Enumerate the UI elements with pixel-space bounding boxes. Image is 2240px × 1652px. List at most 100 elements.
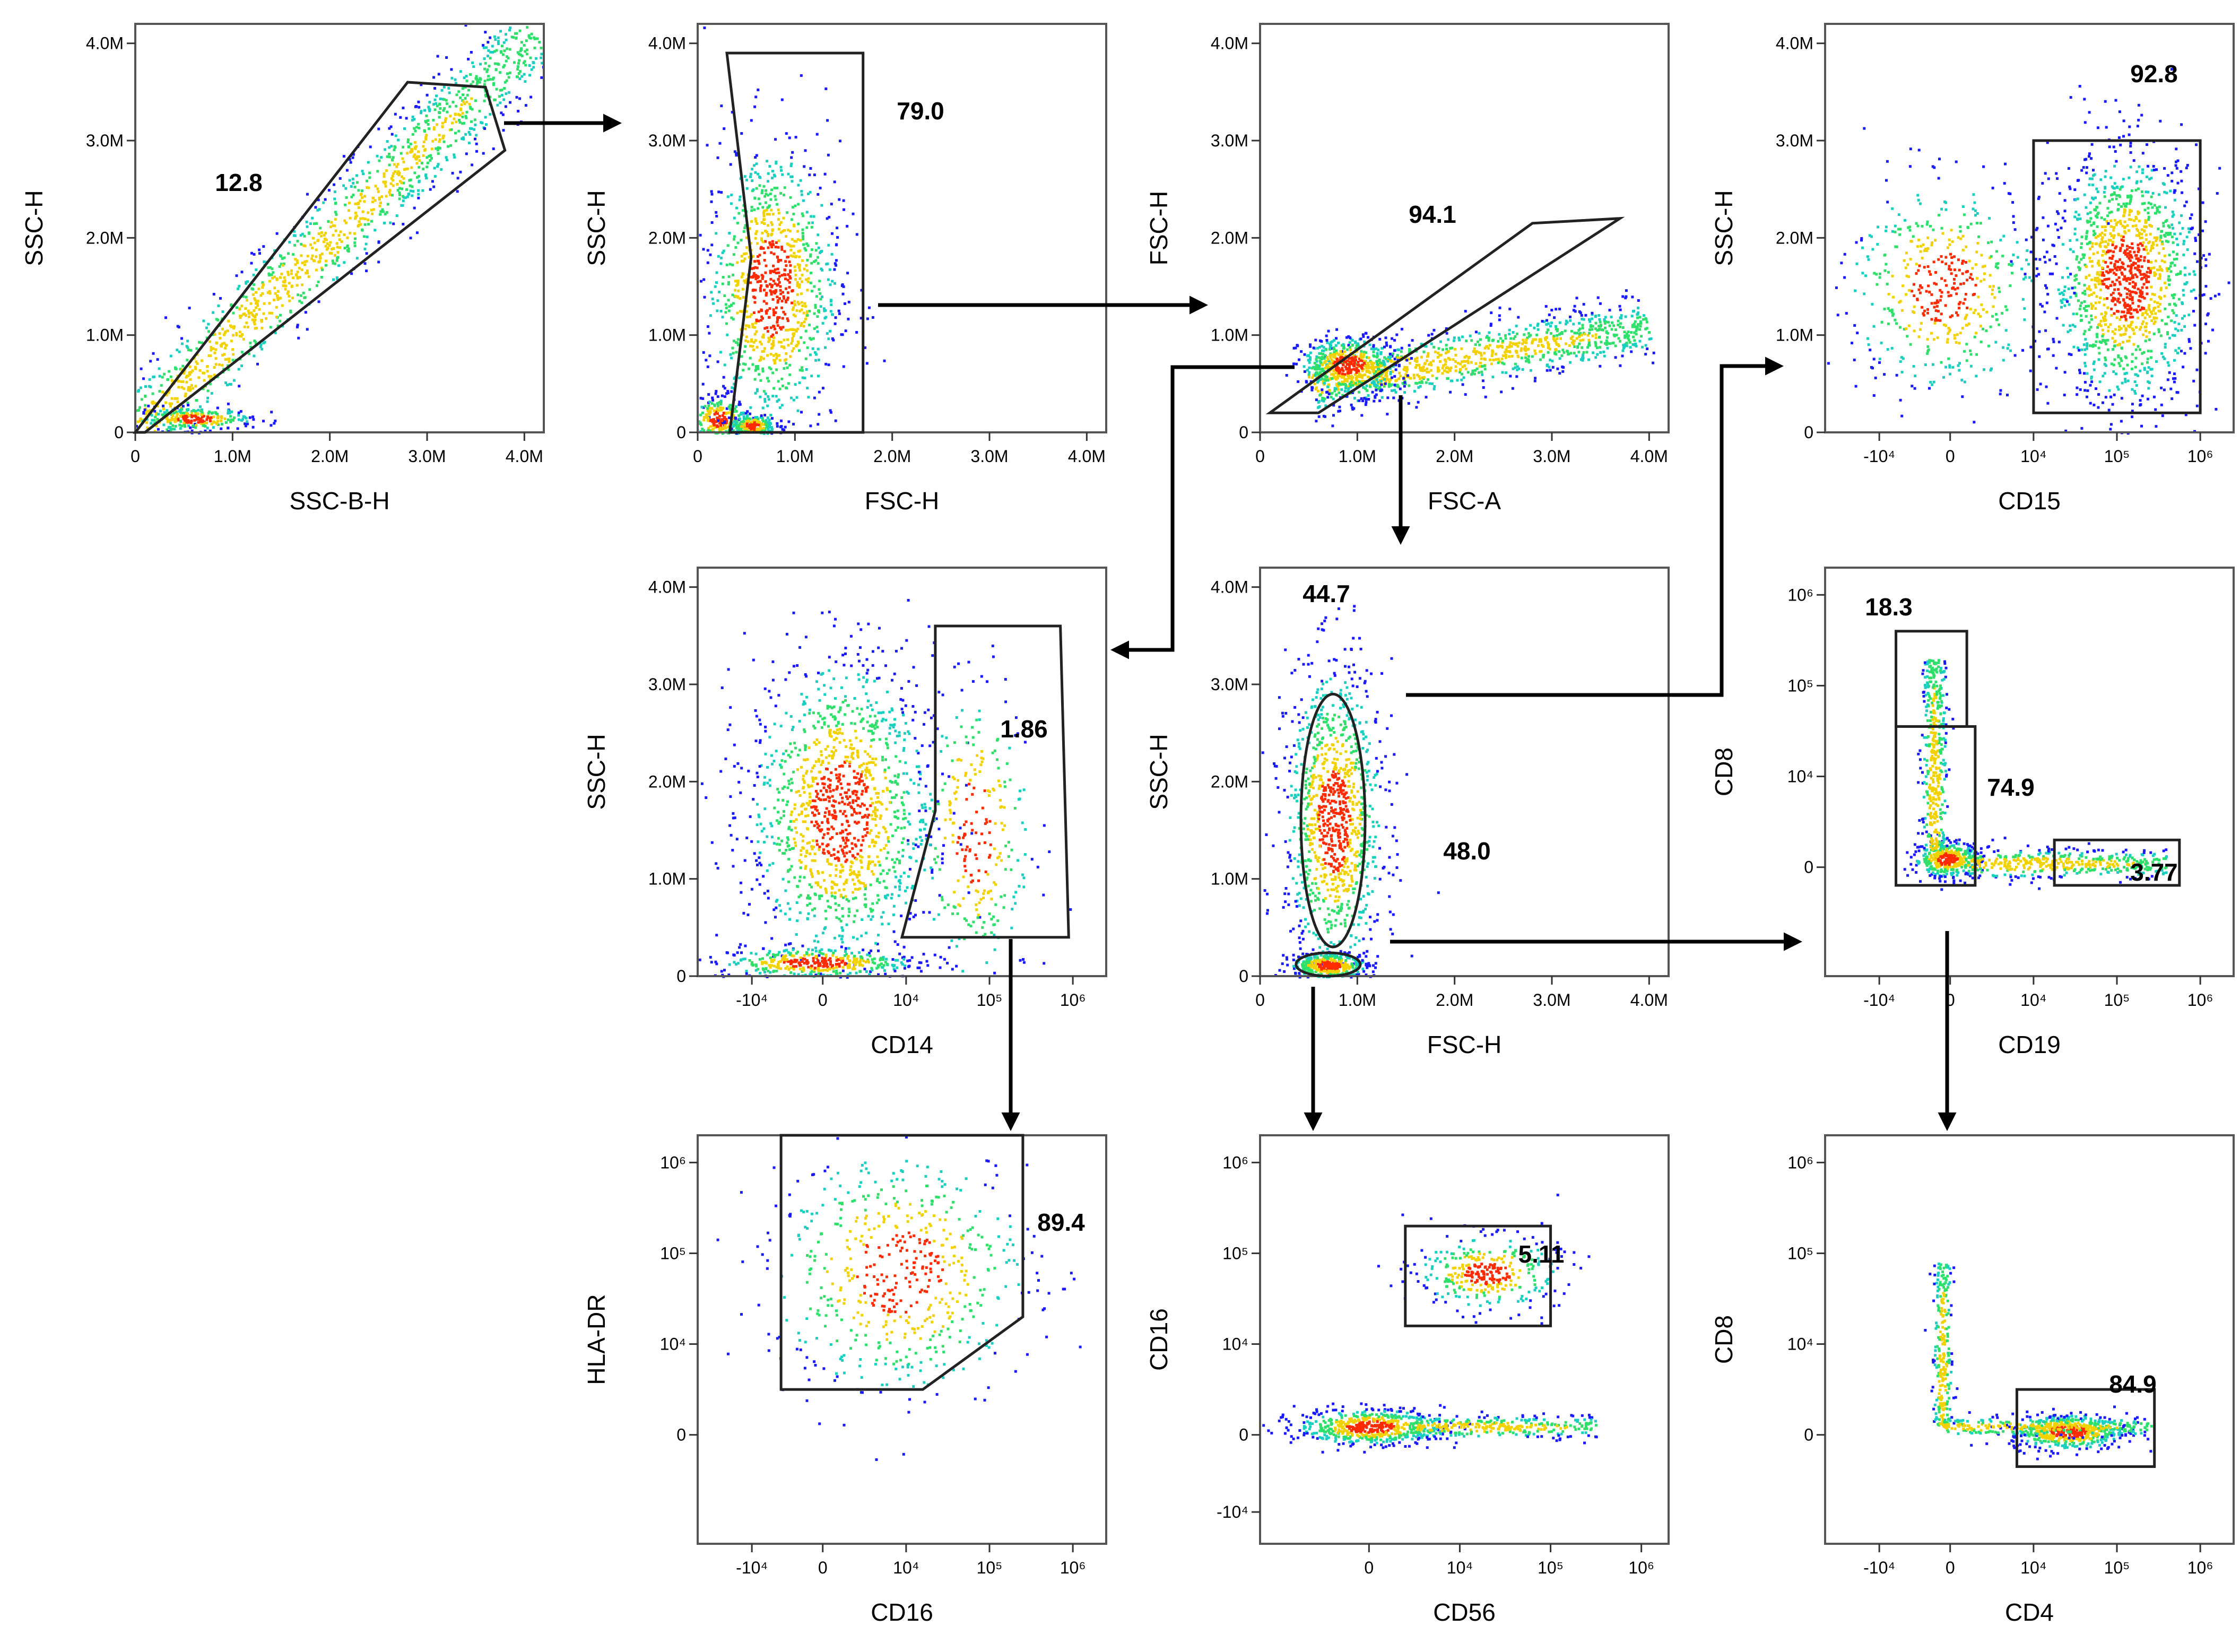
event-dot [1478,351,1481,354]
gate[interactable] [1265,216,1625,414]
event-dot [2173,359,2176,362]
event-dot [2128,213,2131,216]
event-dot [284,288,287,291]
event-dot [1343,383,1347,386]
event-dot [1338,405,1341,408]
event-dot [750,119,753,122]
event-dot [727,283,730,285]
event-dot [1587,358,1590,361]
event-dot [767,180,769,183]
event-dot [175,420,178,423]
event-dot [2112,226,2115,229]
event-dot [402,177,405,180]
event-dot [138,420,141,423]
event-dot [1307,373,1310,377]
event-dot [1384,382,1387,385]
event-dot [253,340,256,342]
event-dot [352,194,355,197]
event-dot [223,333,225,336]
event-dot [1621,349,1625,352]
event-dot [2188,340,2191,343]
gate[interactable] [132,81,507,434]
event-dot [2149,356,2152,359]
event-dot [323,234,326,237]
event-dot [1529,324,1532,327]
event-dot [728,416,731,419]
event-dot [744,422,746,425]
event-dot [2092,253,2095,255]
event-dot [2101,282,2104,285]
event-dot [2124,304,2128,307]
event-dot [744,327,747,331]
event-dot [468,102,471,106]
event-dot [2095,295,2098,298]
event-dot [1560,354,1564,357]
event-dot [296,324,299,327]
event-dot [173,397,177,400]
event-dot [2088,247,2091,250]
gate[interactable] [725,51,865,434]
event-dot [1514,350,1517,353]
event-dot [213,333,216,336]
event-dot [717,255,720,258]
event-dot [775,306,778,309]
event-dot [243,325,246,328]
event-dot [471,163,474,167]
event-dot [1607,342,1610,345]
event-dot [496,62,499,65]
event-dot [1360,350,1363,353]
event-dot [2163,167,2166,170]
event-dot [362,172,365,176]
event-dot [447,145,450,148]
event-dot [2073,325,2077,328]
event-dot [438,134,441,137]
event-dot [1323,378,1326,381]
event-dot [1599,346,1602,349]
event-dot [228,360,231,363]
event-dot [828,268,831,271]
event-dot [1479,352,1482,355]
event-dot [505,59,508,63]
event-dot [1633,331,1636,334]
event-dot [493,98,497,101]
event-dot [758,262,761,265]
event-dot [2158,277,2161,280]
event-dot [142,377,145,380]
event-dot [309,243,312,246]
event-dot [753,105,757,108]
event-dot [2119,357,2122,360]
event-dot [802,238,805,240]
event-dot [772,280,775,283]
event-dot [1396,356,1400,359]
event-dot [423,109,426,112]
y-tick-label: 1.0M [648,326,686,345]
event-dot [2138,294,2141,298]
event-dot [1342,375,1345,378]
event-dot [1624,315,1627,318]
event-dot [394,170,397,173]
event-dot [2159,286,2163,290]
event-dot [1511,387,1514,390]
event-dot [1400,327,1403,331]
event-dot [707,429,710,432]
event-dot [1329,346,1332,349]
event-dot [827,337,830,341]
event-dot [2111,257,2114,260]
event-dot [1403,368,1406,371]
event-dot [794,328,797,332]
event-dot [1325,339,1329,342]
plot-p4: -10⁴ 0 10⁴ 10⁵ 10⁶01.0M2.0M3.0M4.0MCD15SSC-H… [1710,23,2235,515]
event-dot [1368,370,1371,373]
event-dot [532,62,535,64]
event-dot [815,133,819,136]
event-dot [1317,400,1321,403]
event-dot [232,353,235,356]
event-dot [189,414,193,417]
x-tick-label: 3.0M [1533,447,1570,466]
event-dot [334,262,336,265]
event-dot [357,202,360,205]
event-dot [1508,308,1512,310]
event-dot [796,293,799,296]
event-dot [1549,325,1552,328]
